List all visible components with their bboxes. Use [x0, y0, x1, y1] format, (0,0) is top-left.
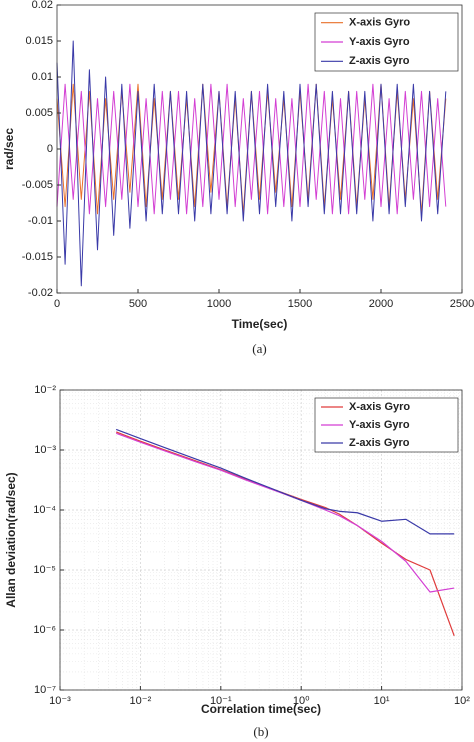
y-tick-label: -0.01 — [28, 215, 53, 227]
legend-label: Y-axis Gyro — [349, 419, 410, 431]
x-tick-label: 2500 — [450, 298, 474, 310]
y-tick-label: 0.015 — [25, 35, 53, 47]
y-tick-label: 10⁻⁴ — [33, 504, 56, 516]
y-tick-label: -0.005 — [22, 179, 53, 191]
y-tick-label: 0.02 — [32, 0, 53, 11]
x-axis-label: Correlation time(sec) — [201, 702, 321, 716]
y-tick-label: 0 — [47, 143, 53, 155]
legend-label: Z-axis Gyro — [349, 437, 410, 449]
y-tick-label: 10⁻³ — [34, 444, 56, 456]
y-tick-label: -0.015 — [22, 251, 53, 263]
y-tick-label: 10⁻⁷ — [34, 684, 56, 696]
x-tick-label: 0 — [54, 298, 60, 310]
x-tick-label: 10⁻² — [130, 695, 152, 707]
y-tick-label: 10⁻⁵ — [33, 564, 56, 576]
x-tick-label: 10² — [454, 695, 470, 707]
caption: (b) — [253, 724, 268, 739]
x-tick-label: 500 — [129, 298, 147, 310]
x-tick-label: 10⁻¹ — [210, 695, 232, 707]
y-tick-label: 0.005 — [25, 107, 53, 119]
series-line — [56, 83, 447, 215]
series-line — [115, 428, 455, 535]
y-tick-label: -0.02 — [28, 287, 53, 299]
axes-frame — [59, 389, 463, 691]
y-tick-label: 10⁻⁶ — [33, 624, 56, 636]
legend-label: X-axis Gyro — [349, 17, 410, 29]
y-axis-label: Allan deviation(rad/sec) — [4, 472, 18, 607]
y-tick-label: 0.01 — [32, 71, 53, 83]
legend-label: Y-axis Gyro — [349, 36, 410, 48]
caption: (a) — [252, 341, 266, 356]
y-axis-label: rad/sec — [2, 128, 16, 170]
series-line — [56, 40, 447, 287]
x-tick-label: 10⁰ — [293, 695, 310, 707]
legend-label: Z-axis Gyro — [349, 55, 410, 67]
x-tick-label: 1500 — [288, 298, 312, 310]
legend-label: X-axis Gyro — [349, 401, 410, 413]
x-tick-label: 1000 — [207, 298, 231, 310]
y-tick-label: 10⁻² — [34, 384, 56, 396]
x-tick-label: 2000 — [369, 298, 393, 310]
x-tick-label: 10⁻³ — [49, 695, 71, 707]
x-axis-label: Time(sec) — [232, 317, 288, 331]
x-tick-label: 10¹ — [374, 695, 390, 707]
